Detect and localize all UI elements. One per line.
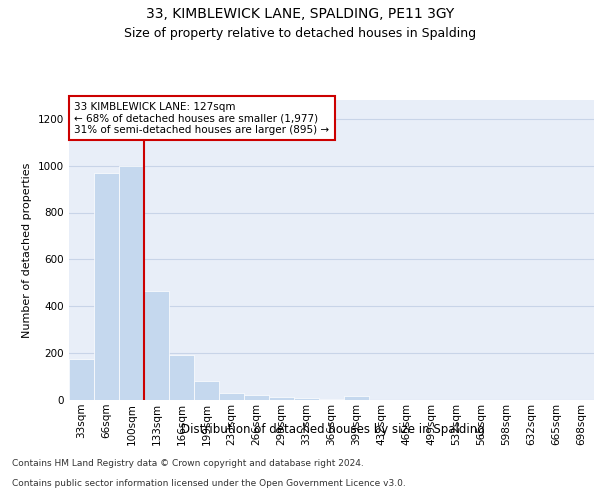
- Text: Contains HM Land Registry data © Crown copyright and database right 2024.: Contains HM Land Registry data © Crown c…: [12, 458, 364, 468]
- Text: Contains public sector information licensed under the Open Government Licence v3: Contains public sector information licen…: [12, 478, 406, 488]
- Bar: [269, 396, 294, 400]
- Bar: [144, 291, 169, 400]
- Bar: [319, 399, 344, 400]
- Bar: [169, 356, 194, 400]
- Text: Distribution of detached houses by size in Spalding: Distribution of detached houses by size …: [181, 422, 485, 436]
- Bar: [194, 381, 219, 400]
- Bar: [344, 396, 369, 400]
- Text: 33 KIMBLEWICK LANE: 127sqm
← 68% of detached houses are smaller (1,977)
31% of s: 33 KIMBLEWICK LANE: 127sqm ← 68% of deta…: [74, 102, 329, 134]
- Bar: [69, 359, 94, 400]
- Text: 33, KIMBLEWICK LANE, SPALDING, PE11 3GY: 33, KIMBLEWICK LANE, SPALDING, PE11 3GY: [146, 8, 454, 22]
- Bar: [94, 172, 119, 400]
- Text: Size of property relative to detached houses in Spalding: Size of property relative to detached ho…: [124, 28, 476, 40]
- Y-axis label: Number of detached properties: Number of detached properties: [22, 162, 32, 338]
- Bar: [219, 394, 244, 400]
- Bar: [119, 166, 144, 400]
- Bar: [244, 395, 269, 400]
- Bar: [294, 398, 319, 400]
